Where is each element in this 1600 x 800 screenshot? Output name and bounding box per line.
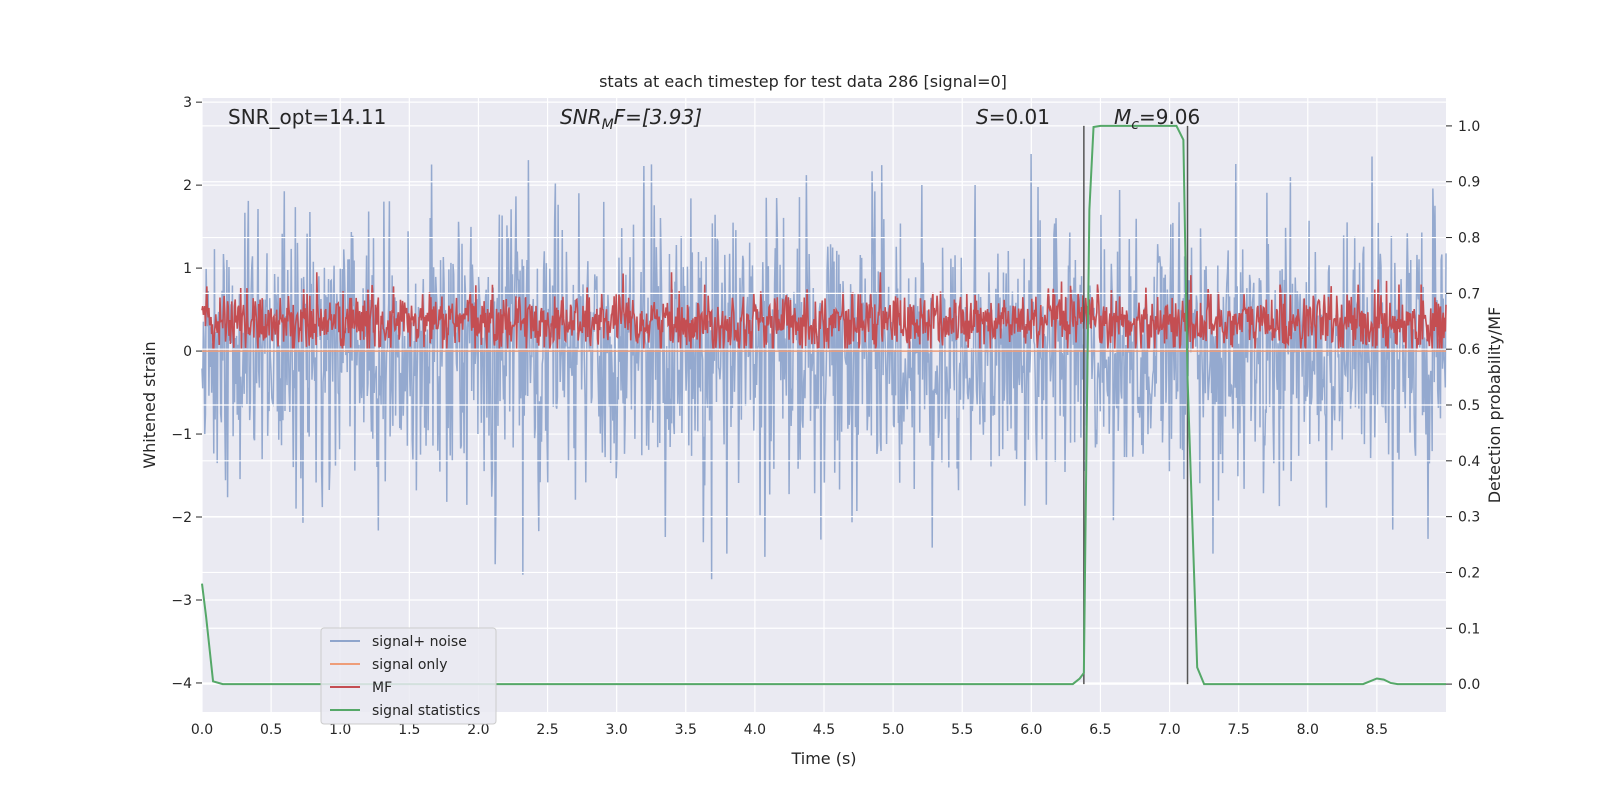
x-tick-label: 7.0 xyxy=(1158,722,1180,738)
y2-tick-label: 0.5 xyxy=(1458,398,1480,414)
y2-tick-label: 0.7 xyxy=(1458,286,1480,302)
chart-title: stats at each timestep for test data 286… xyxy=(599,72,1007,91)
annotation-snr-opt: SNR_opt=14.11 xyxy=(228,105,386,129)
y2-tick-label: 0.3 xyxy=(1458,510,1480,526)
series-signal-statistics xyxy=(201,124,1446,686)
y-tick-label: 0 xyxy=(183,344,192,360)
x-tick-label: 8.5 xyxy=(1366,722,1388,738)
s-value: =0.01 xyxy=(989,105,1050,129)
y-tick-label: −2 xyxy=(171,510,192,526)
snr-mf-value: F=[3.93] xyxy=(614,105,702,129)
annotation-snr-mf: SNRMF=[3.93] xyxy=(560,105,702,133)
y2-tick-label: 0.4 xyxy=(1458,454,1480,470)
x-tick-label: 4.0 xyxy=(744,722,766,738)
y2-tick-label: 0.0 xyxy=(1458,677,1480,693)
series-mf xyxy=(201,272,1447,350)
y2-tick-label: 0.6 xyxy=(1458,342,1480,358)
x-tick-label: 2.5 xyxy=(536,722,558,738)
y2-ticks: 0.0 0.1 0.2 0.3 0.4 0.5 0.6 0.7 0.8 0.9 1.0 xyxy=(1446,119,1480,693)
x-tick-label: 1.0 xyxy=(329,722,351,738)
annotation-s: S=0.01 xyxy=(976,105,1050,129)
x-tick-label: 2.0 xyxy=(467,722,489,738)
y-tick-label: −4 xyxy=(171,676,192,692)
snr-mf-subscript: M xyxy=(602,117,614,133)
x-tick-label: 8.0 xyxy=(1297,722,1319,738)
legend-label: signal statistics xyxy=(372,703,480,719)
y2-axis-label: Detection probability/MF xyxy=(1485,307,1504,504)
x-tick-label: 7.5 xyxy=(1228,722,1250,738)
x-tick-label: 5.5 xyxy=(951,722,973,738)
x-tick-label: 5.0 xyxy=(882,722,904,738)
legend: signal+ noise signal only MF signal statist… xyxy=(320,627,497,725)
x-tick-label: 6.0 xyxy=(1020,722,1042,738)
y2-tick-label: 0.9 xyxy=(1458,175,1480,191)
x-tick-label: 0.5 xyxy=(260,722,282,738)
legend-label: signal+ noise xyxy=(372,634,467,650)
snr-mf-symbol: SNR xyxy=(560,105,602,129)
y2-tick-label: 1.0 xyxy=(1458,119,1480,135)
y2-tick-label: 0.1 xyxy=(1458,621,1480,637)
mc-value: =9.06 xyxy=(1139,105,1200,129)
legend-label: MF xyxy=(372,680,392,696)
y-tick-label: −1 xyxy=(171,427,192,443)
x-ticks: 0.0 0.5 1.0 1.5 2.0 2.5 3.0 3.5 4.0 4.5 5.0 5.5 6.0 6… xyxy=(191,722,1388,738)
s-symbol: S xyxy=(976,105,989,129)
y-tick-label: 1 xyxy=(183,261,192,277)
y2-tick-label: 0.2 xyxy=(1458,565,1480,581)
series-signal-noise xyxy=(201,153,1447,580)
y-axis-label: Whitened strain xyxy=(140,341,159,468)
x-tick-label: 4.5 xyxy=(813,722,835,738)
mc-symbol: M xyxy=(1114,105,1131,129)
x-tick-label: 3.5 xyxy=(675,722,697,738)
legend-label: signal only xyxy=(372,657,447,673)
annotation-mc: Mc=9.06 xyxy=(1114,105,1200,133)
y-tick-label: 2 xyxy=(183,178,192,194)
y-tick-label: −3 xyxy=(171,593,192,609)
x-axis-label: Time (s) xyxy=(790,749,856,768)
x-tick-label: 0.0 xyxy=(191,722,213,738)
x-tick-label: 6.5 xyxy=(1089,722,1111,738)
y-tick-label: 3 xyxy=(183,95,192,111)
x-tick-label: 1.5 xyxy=(398,722,420,738)
x-tick-label: 3.0 xyxy=(606,722,628,738)
y2-tick-label: 0.8 xyxy=(1458,231,1480,247)
mc-subscript: c xyxy=(1131,117,1139,133)
y-ticks: −4 −3 −2 −1 0 1 2 3 xyxy=(171,95,202,692)
